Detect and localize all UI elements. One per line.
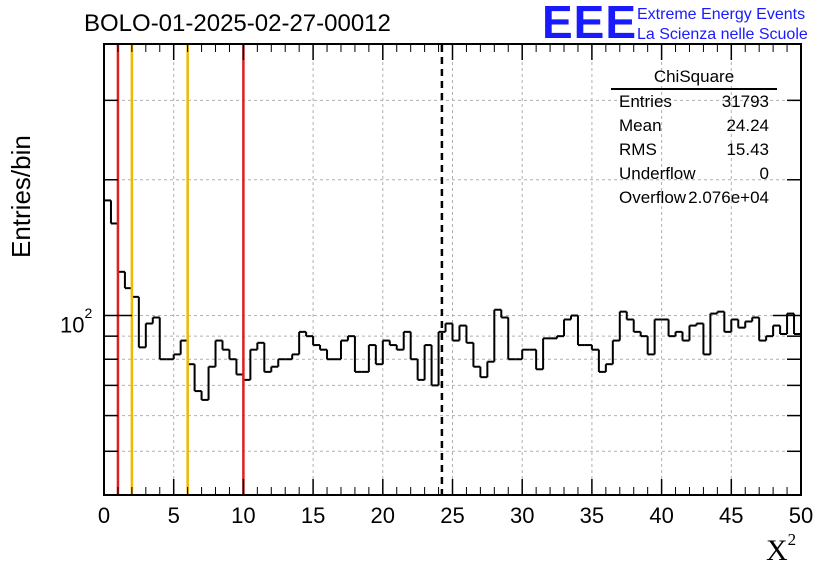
stats-value: 31793 (721, 92, 769, 111)
x-axis-label: X2 (766, 530, 796, 568)
x-tick-label: 25 (440, 503, 464, 528)
y-tick-label: 102 (60, 305, 92, 338)
x-tick-label: 30 (510, 503, 534, 528)
y-tick-exponent: 2 (84, 305, 93, 321)
x-axis-label-exponent: 2 (787, 530, 797, 549)
y-tick-base: 10 (60, 312, 85, 338)
x-tick-label: 0 (98, 503, 110, 528)
logo-text-line2: La Scienza nelle Scuole (637, 26, 808, 43)
chart-title: BOLO-01-2025-02-27-00012 (84, 10, 391, 37)
stats-key: Entries (619, 92, 672, 111)
y-axis-label: Entries/bin (6, 135, 36, 258)
marker-lines (116, 45, 444, 494)
x-tick-label: 15 (301, 503, 325, 528)
stats-key: RMS (619, 140, 657, 159)
logo-text-line1: Extreme Energy Events (637, 6, 806, 23)
stats-title: ChiSquare (611, 66, 777, 90)
axis-ticks (103, 43, 802, 496)
eee-logo-mark: EEE (542, 0, 638, 48)
x-tick-label: 10 (231, 503, 255, 528)
x-tick-label: 50 (789, 503, 813, 528)
x-tick-label: 35 (580, 503, 604, 528)
x-tick-label: 20 (371, 503, 395, 528)
stats-row-mean: Mean 24.24 (611, 114, 777, 138)
stats-value: 15.43 (726, 140, 769, 159)
x-tick-label: 40 (649, 503, 673, 528)
stats-key: Underflow (619, 164, 696, 183)
histogram-bars (104, 199, 801, 401)
stats-box: ChiSquare Entries 31793 Mean 24.24 RMS 1… (611, 66, 777, 210)
stats-value: 0 (759, 164, 769, 183)
stats-key: Mean (619, 116, 662, 135)
x-tick-label: 5 (168, 503, 180, 528)
stats-value: 24.24 (726, 116, 769, 135)
x-tick-labels: 0 5 10 15 20 25 30 35 40 45 50 (98, 503, 813, 528)
stats-row-rms: RMS 15.43 (611, 138, 777, 162)
x-tick-label: 45 (719, 503, 743, 528)
stats-row-underflow: Underflow 0 (611, 162, 777, 186)
stats-key: Overflow (619, 188, 687, 207)
x-axis-label-base: X (766, 534, 788, 567)
stats-row-overflow: Overflow 2.076e+04 (611, 186, 777, 210)
eee-logo: EEE Extreme Energy Events La Scienza nel… (542, 0, 832, 48)
stats-value: 2.076e+04 (688, 188, 769, 207)
stats-row-entries: Entries 31793 (611, 90, 777, 114)
